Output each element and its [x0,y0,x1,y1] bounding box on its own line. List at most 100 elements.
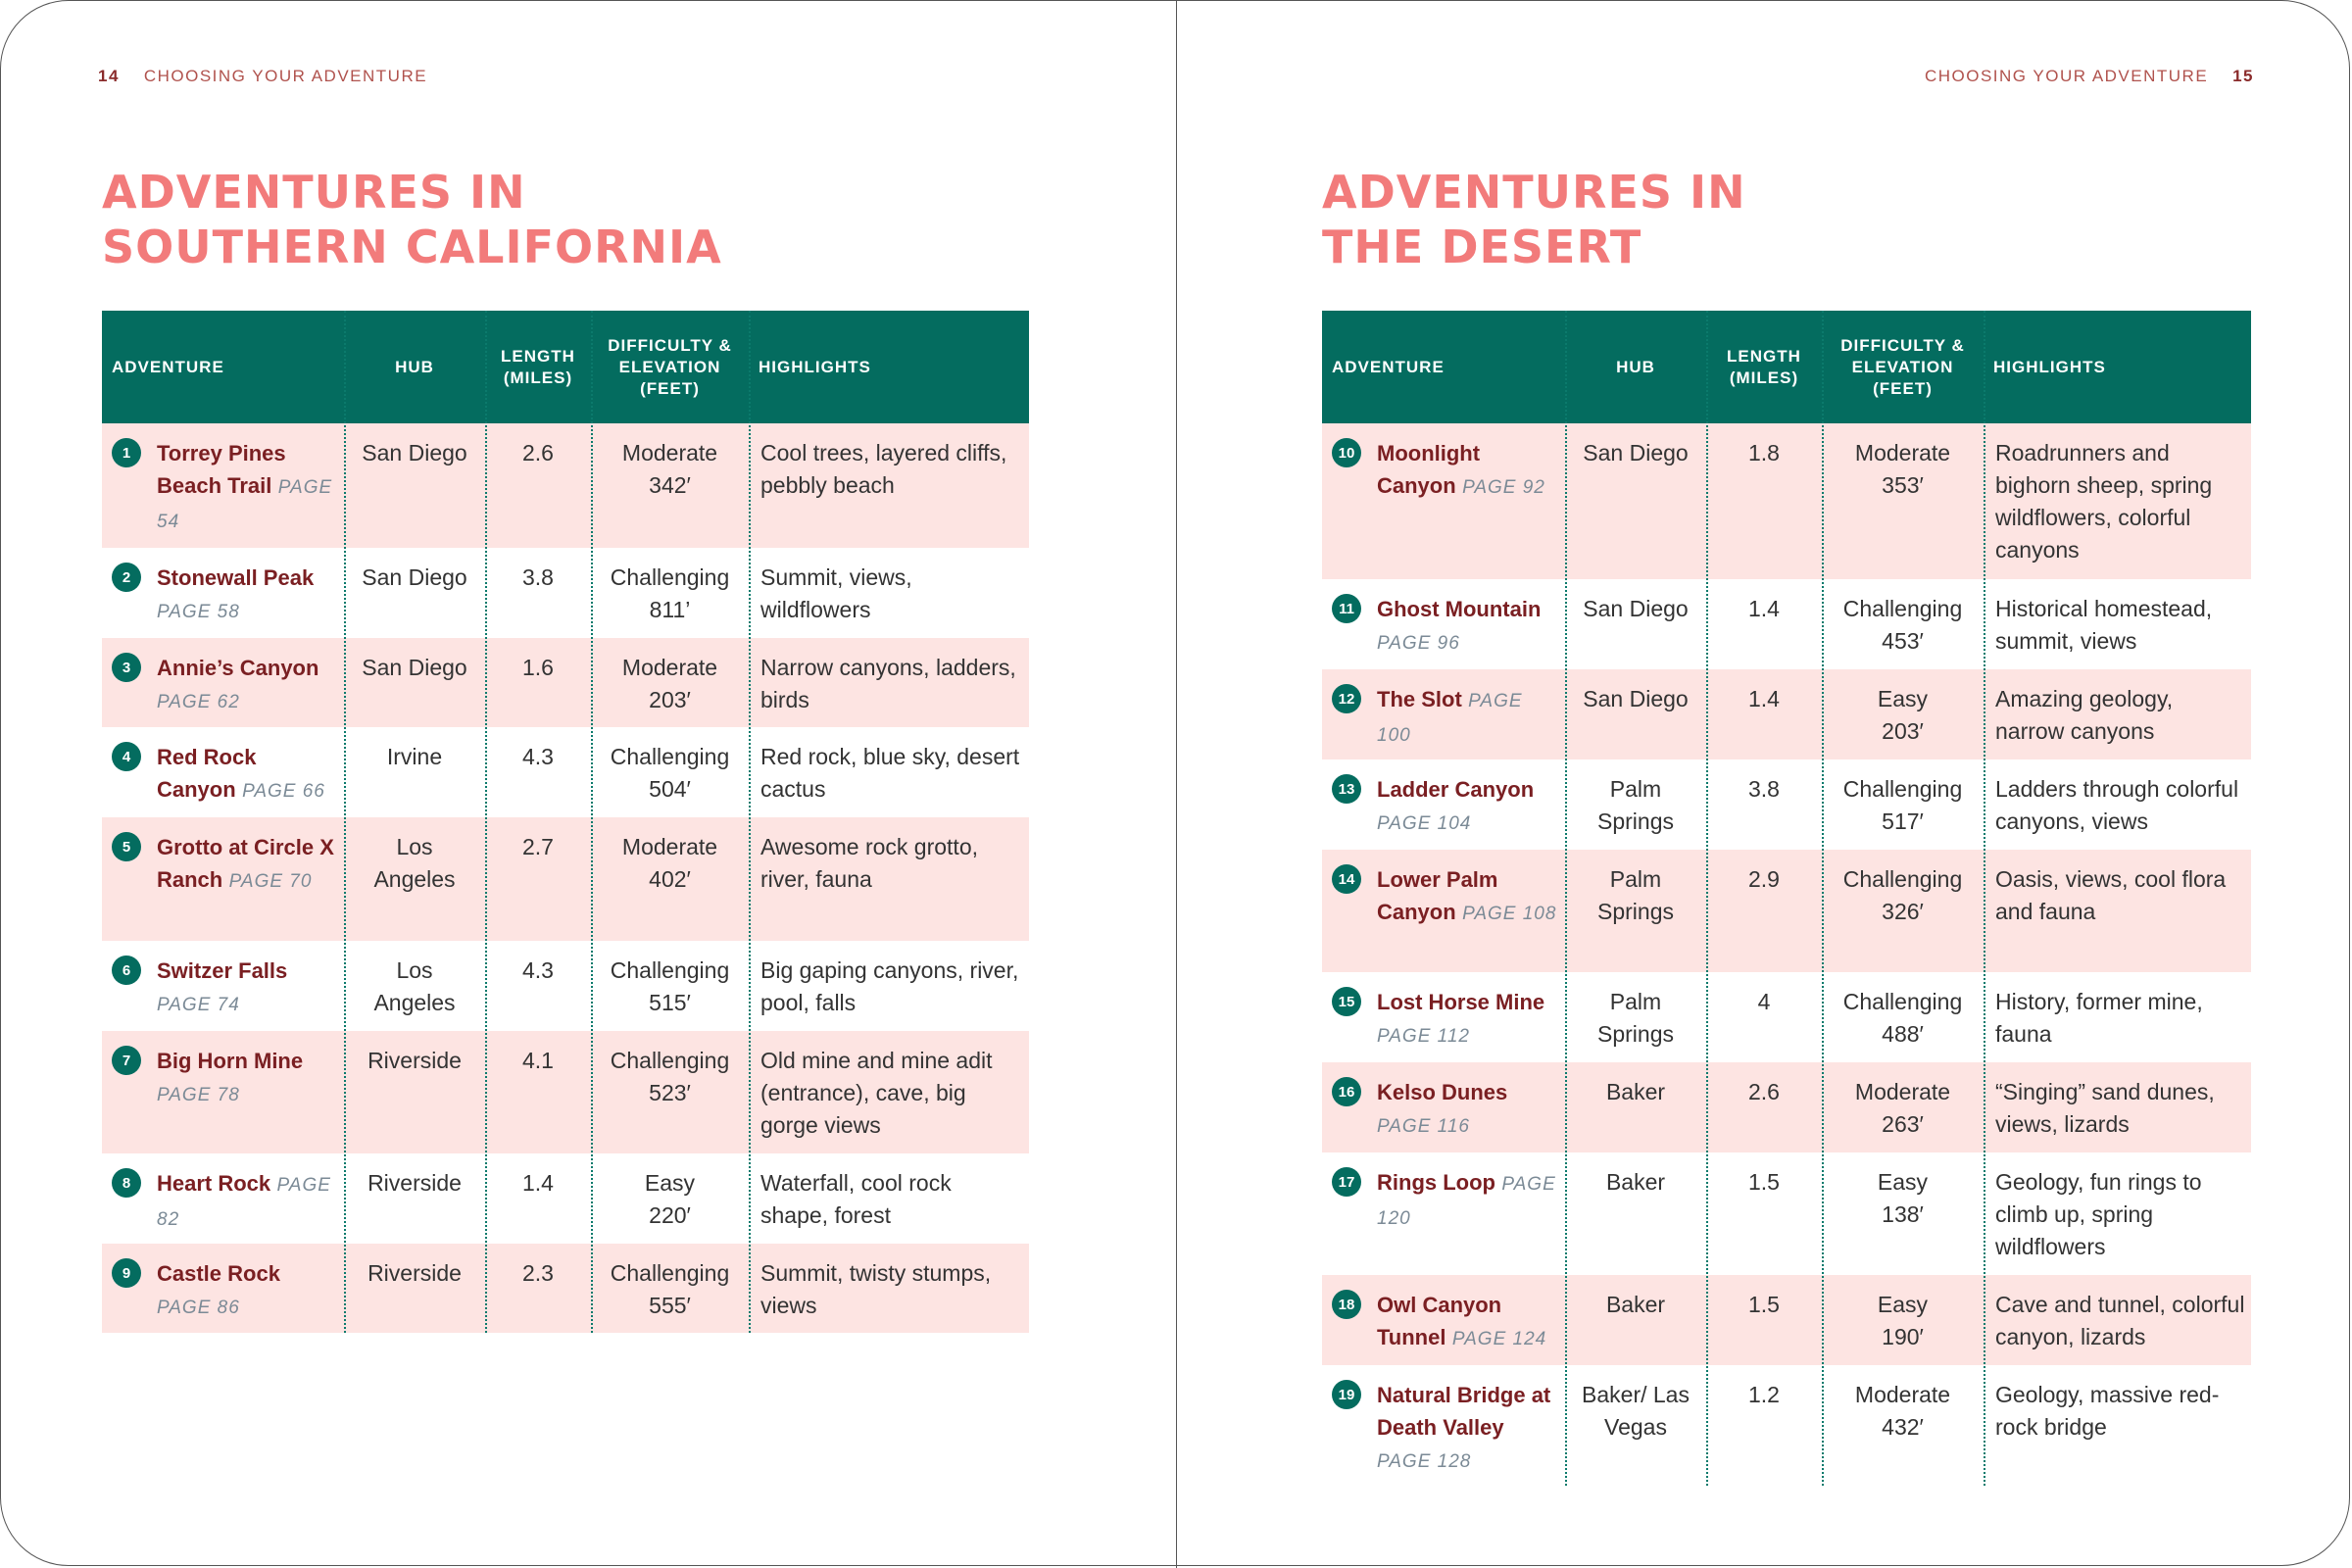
difficulty-label: Moderate [1854,1079,1951,1104]
elevation-value: 523′ [649,1080,691,1105]
highlights-value: Cave and tunnel, colorful canyon, lizard… [1995,1292,2245,1349]
elevation-value: 138′ [1882,1201,1924,1227]
hub-value: Baker/ Las Vegas [1582,1382,1690,1440]
difficulty-cell: Moderate 263′ [1822,1062,1984,1141]
hub-value: San Diego [1583,686,1689,711]
highlights-value: Roadrunners and bighorn sheep, spring wi… [1995,440,2213,563]
difficulty-cell: Moderate 402′ [591,817,749,896]
hub-value: Palm Springs [1597,866,1674,924]
length-value: 2.7 [522,834,554,859]
column-header-length: LENGTH (MILES) [501,346,575,387]
difficulty-cell: Challenging 811’ [591,548,749,626]
number-badge: 15 [1332,987,1361,1016]
hub-value: Riverside [368,1170,462,1196]
difficulty-cell: Moderate 353′ [1822,423,1984,502]
length-cell: 1.4 [485,1153,591,1200]
highlights-value: Narrow canyons, ladders, birds [760,655,1016,712]
table-row: 14 Lower Palm Canyon PAGE 108 Palm Springs… [1322,850,2251,972]
hub-value: Riverside [368,1048,462,1073]
hub-cell: Baker/ Las Vegas [1565,1365,1706,1444]
column-divider [591,311,593,1333]
hub-cell: Irvine [344,727,485,773]
column-divider [1822,311,1824,1486]
page-reference: PAGE 108 [1462,904,1557,924]
adventure-cell: 3 Annie’s Canyon PAGE 62 [102,638,344,718]
left-running-head-text: CHOOSING YOUR ADVENTURE [143,67,428,85]
left-page-number: 14 [98,67,120,85]
hub-value: San Diego [362,655,467,680]
adventure-name: Stonewall Peak [157,565,315,590]
column-header-adventure: ADVENTURE [112,357,224,376]
difficulty-label: Moderate [621,655,718,680]
column-header-adventure: ADVENTURE [1332,357,1445,376]
adventure-name: Grotto at Circle X Ranch [157,835,334,892]
column-header-highlights: HIGHLIGHTS [759,357,871,376]
adventure-cell: 6 Switzer Falls PAGE 74 [102,941,344,1021]
column-header-difficulty: DIFFICULTY & ELEVATION (FEET) [1840,335,1965,398]
right-title: ADVENTURES IN THE DESERT [1322,165,1746,274]
adventure-cell: 2 Stonewall Peak PAGE 58 [102,548,344,628]
difficulty-label: Challenging [1842,866,1963,892]
difficulty-cell: Easy 203′ [1822,669,1984,748]
adventure-name: Moonlight Canyon [1377,441,1481,498]
table-header: ADVENTURE HUB LENGTH (MILES) DIFFICULTY & E… [102,311,1029,423]
table-row: 8 Heart Rock PAGE 82 Riverside 1.4 Easy 220′ W… [102,1153,1029,1244]
highlights-cell: Oasis, views, cool flora and fauna [1984,850,2251,928]
adventure-cell: 14 Lower Palm Canyon PAGE 108 [1322,850,1565,930]
difficulty-cell: Challenging 555′ [591,1244,749,1322]
length-cell: 2.3 [485,1244,591,1290]
highlights-value: Cool trees, layered cliffs, pebbly beach [760,440,1007,498]
length-value: 1.8 [1748,440,1780,466]
difficulty-label: Moderate [621,440,718,466]
difficulty-label: Challenging [610,957,730,983]
highlights-value: Awesome rock grotto, river, fauna [760,834,979,892]
difficulty-label: Moderate [1854,440,1951,466]
adventure-name: Kelso Dunes [1377,1080,1508,1104]
length-cell: 4.3 [485,941,591,987]
page-reference: PAGE 96 [1377,633,1460,654]
adventure-name: Ladder Canyon [1377,777,1535,802]
length-cell: 1.4 [1706,669,1822,715]
adventure-cell: 17 Rings Loop PAGE 120 [1322,1152,1565,1235]
desert-table: ADVENTURE HUB LENGTH (MILES) DIFFICULTY & E… [1322,311,2251,1486]
length-value: 1.4 [1748,686,1780,711]
column-header-highlights: HIGHLIGHTS [1993,357,2106,376]
difficulty-label: Moderate [621,834,718,859]
elevation-value: 203′ [649,687,691,712]
hub-cell: Riverside [344,1153,485,1200]
adventure-name: Switzer Falls [157,958,288,983]
difficulty-label: Challenging [1842,596,1963,621]
right-running-head: CHOOSING YOUR ADVENTURE 15 [1925,67,2254,86]
length-cell: 1.5 [1706,1275,1822,1321]
hub-cell: San Diego [344,638,485,684]
table-row: 18 Owl Canyon Tunnel PAGE 124 Baker 1.5 Easy… [1322,1275,2251,1365]
adventure-cell: 9 Castle Rock PAGE 86 [102,1244,344,1324]
length-cell: 2.6 [485,423,591,469]
adventure-name: Lost Horse Mine [1377,990,1545,1014]
hub-value: Baker [1605,1079,1666,1104]
hub-cell: Baker [1565,1062,1706,1108]
elevation-value: 432′ [1882,1414,1924,1440]
hub-cell: Los Angeles [344,941,485,1019]
highlights-cell: Historical homestead, summit, views [1984,579,2251,658]
highlights-cell: Cave and tunnel, colorful canyon, lizard… [1984,1275,2251,1353]
difficulty-label: Easy [644,1170,696,1196]
right-title-line2: THE DESERT [1322,220,1642,273]
table-row: 13 Ladder Canyon PAGE 104 Palm Springs 3.8 C… [1322,760,2251,850]
highlights-cell: History, former mine, fauna [1984,972,2251,1051]
page-reference: PAGE 54 [157,477,333,532]
length-cell: 1.6 [485,638,591,684]
length-value: 1.2 [1748,1382,1780,1407]
length-cell: 1.5 [1706,1152,1822,1199]
difficulty-label: Challenging [610,1260,730,1286]
length-value: 1.5 [1748,1292,1780,1317]
table-row: 17 Rings Loop PAGE 120 Baker 1.5 Easy 138′ Geo… [1322,1152,2251,1275]
adventure-name: Natural Bridge at Death Valley [1377,1383,1551,1440]
adventure-cell: 10 Moonlight Canyon PAGE 92 [1322,423,1565,504]
adventure-name: Red Rock Canyon [157,745,257,802]
page-reference: PAGE 58 [157,602,240,622]
difficulty-cell: Challenging 453′ [1822,579,1984,658]
highlights-value: “Singing” sand dunes, views, lizards [1995,1079,2215,1137]
elevation-value: 203′ [1882,718,1924,744]
elevation-value: 220′ [649,1202,691,1228]
